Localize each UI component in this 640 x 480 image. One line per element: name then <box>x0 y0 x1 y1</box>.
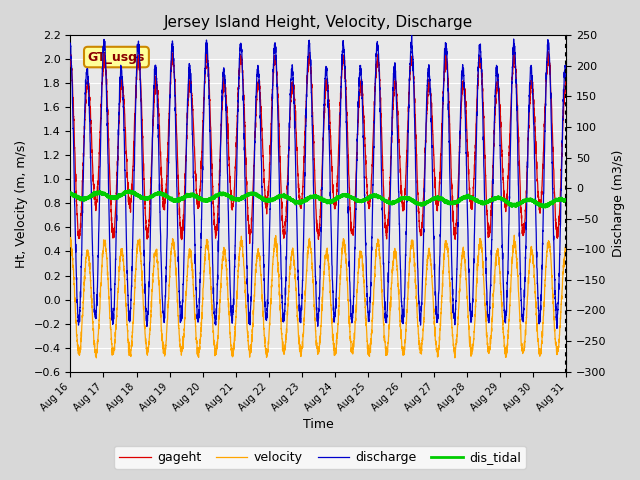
Line: dis_tidal: dis_tidal <box>70 190 566 207</box>
dis_tidal <box>563 198 570 204</box>
discharge <box>302 123 310 129</box>
Line: discharge: discharge <box>70 35 566 328</box>
velocity <box>427 258 435 264</box>
velocity <box>279 339 287 345</box>
velocity <box>547 261 555 267</box>
Line: gageht: gageht <box>70 50 566 243</box>
Y-axis label: Discharge (m3/s): Discharge (m3/s) <box>612 150 625 257</box>
Legend: gageht, velocity, discharge, dis_tidal: gageht, velocity, discharge, dis_tidal <box>115 446 525 469</box>
dis_tidal <box>540 204 547 210</box>
Text: GT_usgs: GT_usgs <box>88 50 145 63</box>
velocity <box>563 250 570 255</box>
gageht <box>279 223 287 228</box>
discharge <box>279 306 287 312</box>
dis_tidal <box>523 198 531 204</box>
velocity <box>523 315 531 321</box>
discharge <box>275 152 282 157</box>
gageht <box>302 101 310 107</box>
velocity <box>275 271 283 277</box>
Line: velocity: velocity <box>70 235 566 358</box>
gageht <box>275 119 283 124</box>
discharge <box>547 112 555 118</box>
gageht <box>427 90 435 96</box>
discharge <box>523 211 531 216</box>
dis_tidal <box>302 196 310 202</box>
discharge <box>563 73 570 79</box>
gageht <box>510 48 518 53</box>
velocity <box>92 355 100 361</box>
discharge <box>553 325 561 331</box>
velocity <box>511 232 518 238</box>
Title: Jersey Island Height, Velocity, Discharge: Jersey Island Height, Velocity, Discharg… <box>164 15 473 30</box>
dis_tidal <box>67 190 74 196</box>
dis_tidal <box>427 197 435 203</box>
discharge <box>67 40 74 46</box>
Y-axis label: Ht, Velocity (m, m/s): Ht, Velocity (m, m/s) <box>15 139 28 267</box>
gageht <box>246 240 253 246</box>
discharge <box>427 96 435 102</box>
gageht <box>547 91 555 97</box>
dis_tidal <box>547 200 555 206</box>
discharge <box>408 32 415 38</box>
gageht <box>523 191 531 196</box>
X-axis label: Time: Time <box>303 419 333 432</box>
dis_tidal <box>275 193 283 199</box>
velocity <box>67 238 74 243</box>
gageht <box>67 51 74 57</box>
dis_tidal <box>125 187 133 193</box>
dis_tidal <box>279 192 287 198</box>
velocity <box>302 276 310 282</box>
gageht <box>563 84 570 90</box>
